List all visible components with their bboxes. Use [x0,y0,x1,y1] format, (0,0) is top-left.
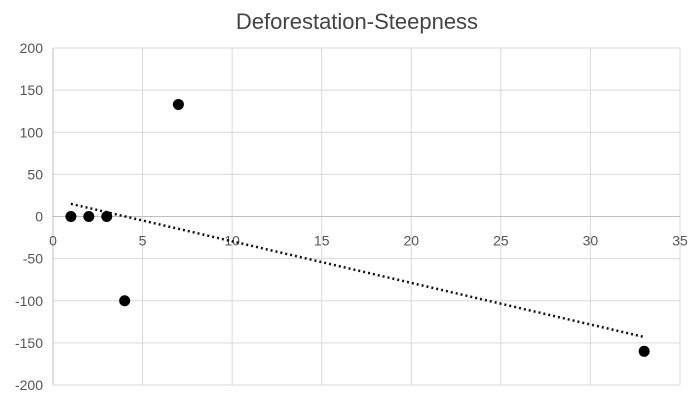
axes [52,48,680,385]
data-point [172,98,184,110]
x-tick-label: 30 [583,233,599,249]
chart-title: Deforestation-Steepness [236,9,478,34]
y-tick-labels: 200 150 100 50 0 -50 -100 -150 -200 [15,40,43,393]
x-tick-labels: 0 5 10 15 20 25 30 35 [49,233,688,249]
data-point [638,345,650,357]
data-point [83,211,95,222]
x-tick-label: 25 [493,233,509,249]
y-tick-label: 200 [20,40,44,56]
y-tick-label: 50 [27,166,43,182]
data-points [65,98,650,357]
y-tick-label: 100 [20,124,44,140]
x-tick-label: 20 [403,233,419,249]
y-tick-label: -100 [15,293,43,309]
x-tick-label: 5 [139,233,147,249]
y-tick-label: -50 [23,251,43,267]
y-tick-label: -150 [15,335,43,351]
x-tick-label: 35 [672,233,688,249]
trendline [70,202,645,339]
x-tick-label: 0 [49,233,57,249]
x-tick-label: 15 [314,233,330,249]
data-point [119,295,131,307]
linear-trendline [70,202,645,339]
y-tick-label: 0 [35,209,43,225]
data-point [101,211,113,222]
y-tick-label: -200 [15,377,43,393]
y-tick-label: 150 [20,82,44,98]
data-point [65,211,77,222]
